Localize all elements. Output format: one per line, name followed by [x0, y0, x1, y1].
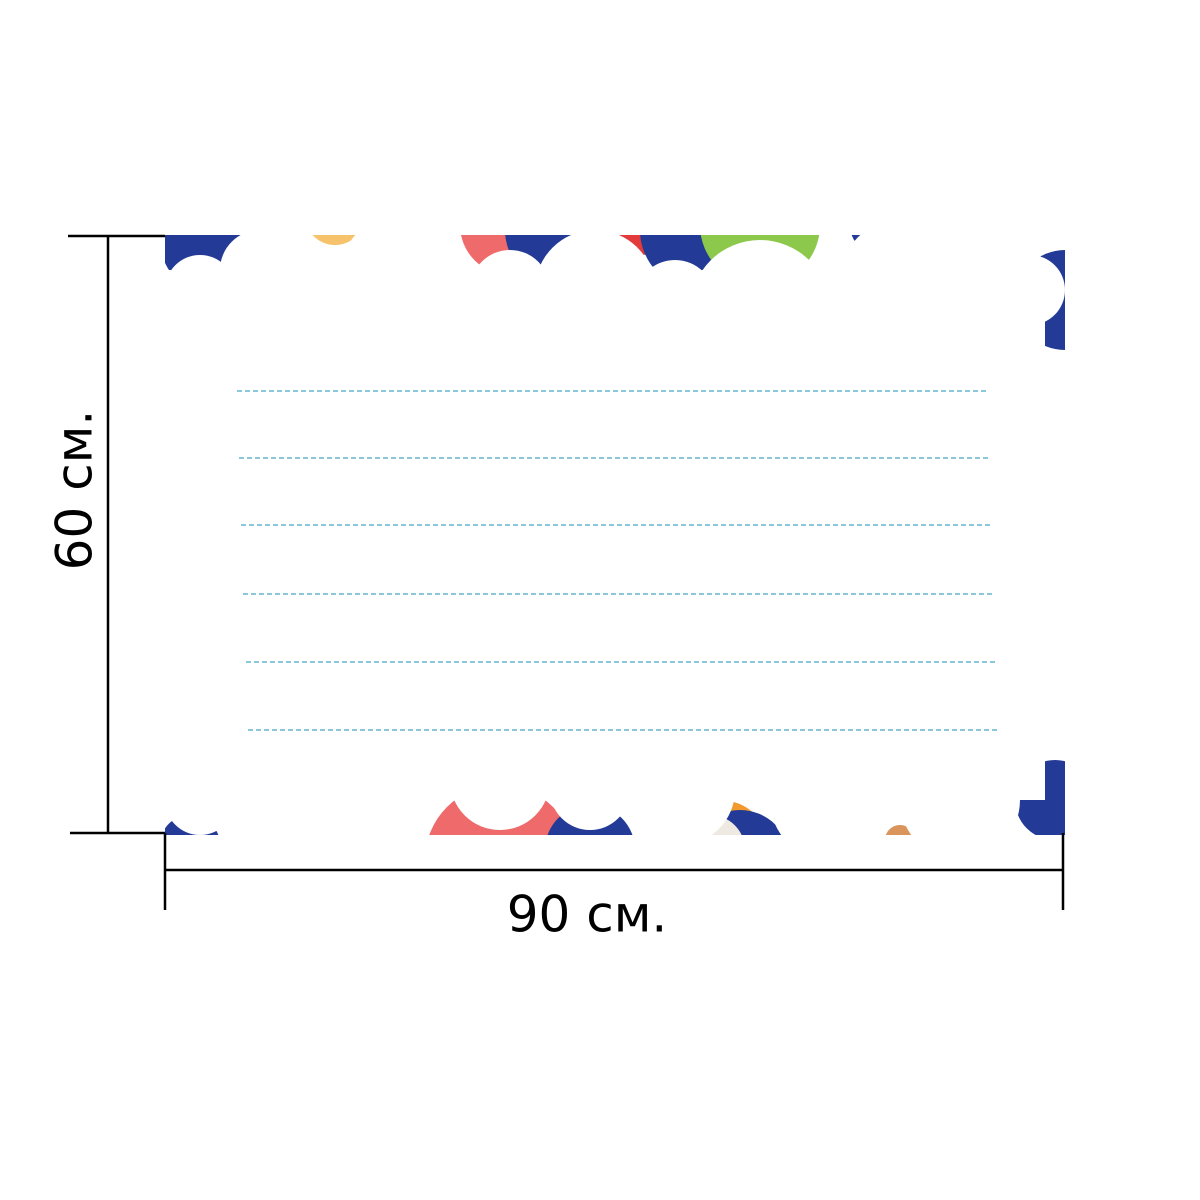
- poster: [165, 235, 1065, 835]
- height-label: 60 см.: [46, 410, 104, 571]
- writing-lines: [237, 390, 997, 731]
- dimension-lines: [68, 234, 1065, 910]
- width-label: 90 см.: [507, 886, 668, 944]
